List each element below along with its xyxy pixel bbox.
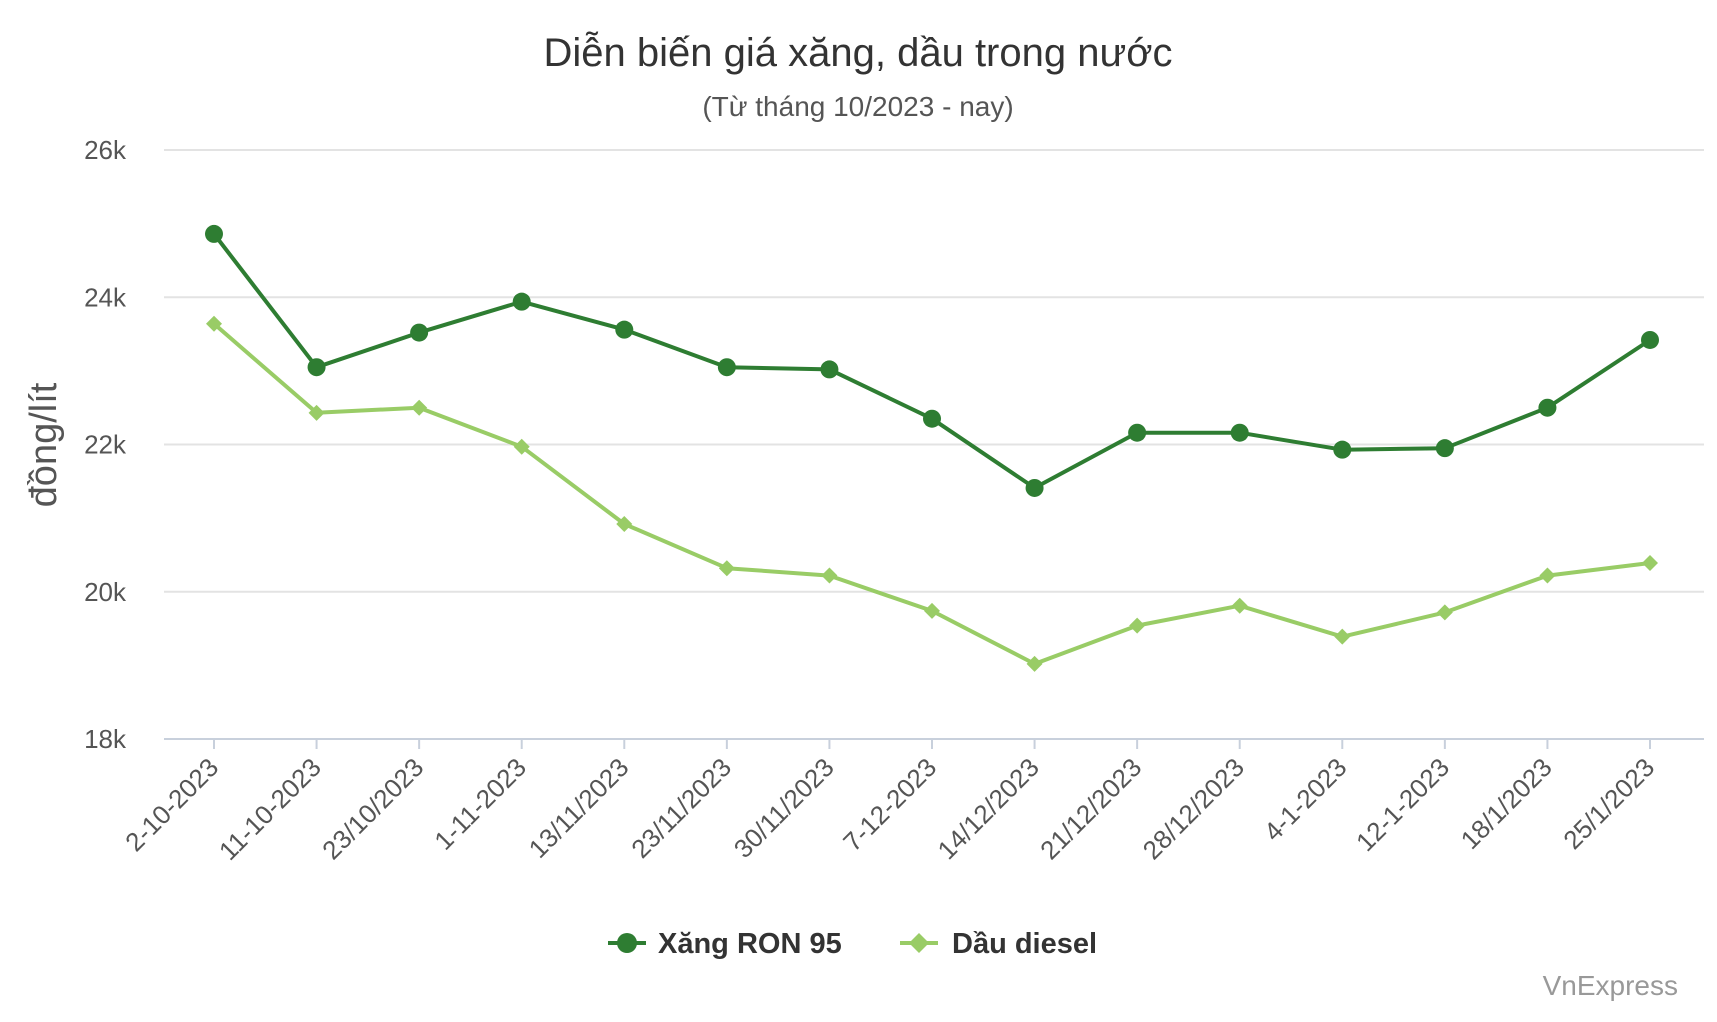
x-tick-label: 21/12/2023 [1034,752,1147,865]
data-point-circle [1128,423,1147,442]
data-point-diamond [1539,567,1556,584]
y-tick-label: 26k [84,135,127,165]
x-tick-label: 13/11/2023 [523,752,635,864]
data-point-diamond [206,315,222,332]
data-point-diamond [308,404,325,421]
data-point-circle [923,409,941,428]
legend-label-xang-ron-95: Xăng RON 95 [658,928,842,960]
x-tick-label: 1-11-2023 [428,752,532,856]
x-tick-label: 7-12-2023 [837,752,942,857]
data-point-diamond [924,602,940,619]
y-axis-ticks: 18k 20k 22k 24k 26k [84,135,127,754]
data-point-diamond [411,399,428,416]
data-point-circle [1538,398,1557,417]
data-point-diamond [616,516,633,533]
data-point-circle [717,358,736,377]
x-tick-label: 28/12/2023 [1137,752,1250,865]
data-point-diamond [1436,604,1453,621]
x-tick-label: 23/10/2023 [316,752,429,865]
data-point-diamond [1026,655,1043,672]
series-layer [205,224,1659,672]
y-axis-title: đồng/lít [23,382,65,507]
data-point-circle [1641,330,1659,349]
data-point-diamond [513,438,530,455]
y-tick-label: 22k [84,430,127,460]
data-point-circle [1230,423,1249,442]
legend-item-dau-diesel[interactable]: Dầu diesel [900,928,1097,960]
data-point-circle [1333,440,1352,459]
x-tick-label: 14/12/2023 [932,752,1045,865]
data-point-diamond [1129,617,1146,634]
data-point-diamond [718,560,735,577]
data-point-diamond [1231,597,1248,614]
x-tick-label: 30/11/2023 [728,752,840,864]
credit-label[interactable]: VnExpress [1543,970,1678,1001]
series-dau-diesel [206,315,1658,672]
legend-marker-circle-icon [617,933,637,953]
chart-title: Diễn biến giá xăng, dầu trong nước [544,30,1173,75]
y-tick-label: 20k [84,577,127,607]
x-tick-label: 2-10-2023 [119,752,224,857]
chart-subtitle: (Từ tháng 10/2023 - nay) [702,91,1013,122]
data-point-diamond [1334,628,1351,645]
legend-label-dau-diesel: Dầu diesel [952,928,1097,960]
data-point-circle [205,224,223,243]
data-point-circle [820,360,839,379]
x-tick-label: 25/1/2023 [1557,752,1660,855]
legend: Xăng RON 95 Dầu diesel [608,928,1097,960]
series-line [212,231,1652,490]
data-point-circle [307,358,326,377]
x-axis-ticks: 2-10-202311-10-202323/10/20231-11-202313… [119,739,1660,866]
y-tick-label: 18k [84,724,127,754]
data-point-circle [410,323,429,342]
data-point-diamond [821,567,838,584]
y-tick-label: 24k [84,282,127,312]
data-point-diamond [1642,555,1658,572]
x-tick-label: 4-1-2023 [1258,752,1353,847]
legend-item-xang-ron-95[interactable]: Xăng RON 95 [608,928,842,960]
series-xang-ron-95 [205,224,1659,497]
x-tick-label: 12-1-2023 [1350,752,1455,857]
data-point-circle [512,292,531,311]
gridlines [164,149,1704,740]
data-point-circle [1435,439,1454,458]
data-point-circle [615,320,634,339]
x-tick-label: 18/1/2023 [1455,752,1558,855]
data-point-circle [1025,478,1044,497]
legend-marker-diamond-icon [909,933,929,953]
x-tick-label: 23/11/2023 [625,752,737,864]
x-tick-label: 11-10-2023 [213,752,327,866]
